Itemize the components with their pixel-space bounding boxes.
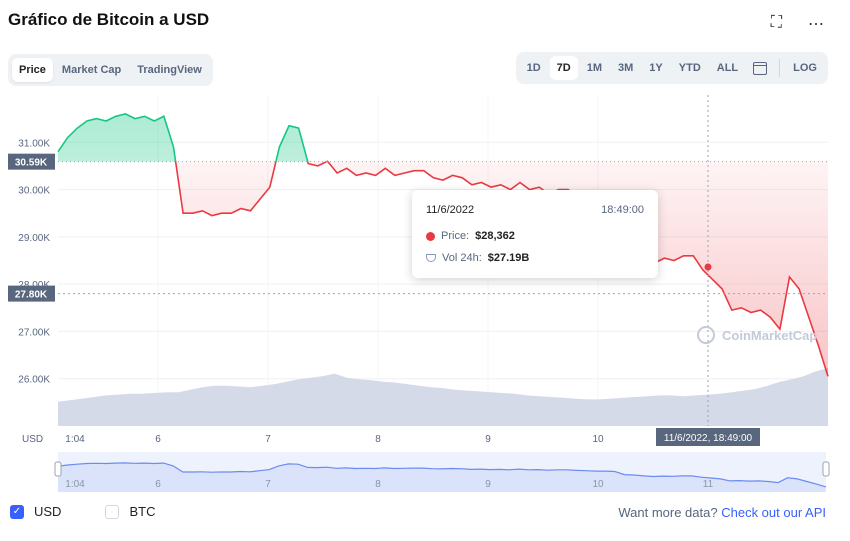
divider [779, 59, 781, 77]
range-tabs: 1D 7D 1M 3M 1Y YTD ALL LOG [515, 52, 828, 84]
navigator-right-handle[interactable] [822, 461, 830, 477]
x-tick-label: 7 [265, 434, 271, 445]
btc-checkbox[interactable] [105, 504, 120, 519]
watermark-text: CoinMarketCap [722, 328, 817, 343]
cursor-badge [8, 285, 55, 302]
tooltip-vol-value: $27.19B [487, 252, 530, 264]
y-tick-label: 29.00K [18, 233, 50, 244]
expand-icon[interactable]: ⛶ [770, 14, 782, 31]
y-tick-label: 30.00K [18, 186, 50, 197]
navigator-tick-label: 11 [703, 479, 714, 490]
x-tick-label: 1:04 [65, 434, 85, 445]
usd-label: USD [34, 504, 62, 519]
price-line-down [174, 161, 829, 377]
btc-label: BTC [129, 504, 156, 519]
range-1m[interactable]: 1M [586, 62, 603, 74]
view-tabs: Price Market Cap TradingView [8, 54, 213, 86]
price-area-up [58, 113, 328, 162]
range-1y[interactable]: 1Y [649, 62, 663, 74]
tab-tradingview[interactable]: TradingView [137, 64, 202, 76]
navigator-line [57, 462, 827, 488]
more-icon[interactable]: ⋯ [808, 16, 824, 33]
tooltip-price-value: $28,362 [475, 230, 515, 242]
page-title: Gráfico de Bitcoin a USD [8, 10, 210, 29]
range-1d[interactable]: 1D [526, 62, 541, 74]
api-link[interactable]: Check out our API [721, 505, 826, 520]
crosshair-label: 11/6/2022, 18:49:00 [664, 433, 753, 444]
navigator-tick-label: 6 [155, 479, 161, 490]
x-tick-label: 6 [155, 434, 161, 445]
navigator-left-handle[interactable] [54, 461, 62, 477]
currency-label: USD [22, 434, 43, 445]
calendar-icon[interactable] [753, 61, 768, 75]
navigator-tick-label: 8 [375, 479, 381, 490]
usd-checkbox[interactable]: ✓ [10, 504, 24, 519]
y-tick-label: 31.00K [18, 138, 50, 149]
range-3m[interactable]: 3M [618, 62, 634, 74]
tab-price[interactable]: Price [12, 58, 53, 82]
price-dot-icon [426, 231, 435, 241]
navigator-tick-label: 9 [485, 479, 491, 490]
navigator-tick-label: 10 [592, 479, 604, 490]
log-toggle[interactable]: LOG [793, 62, 817, 74]
y-tick-label: 26.00K [18, 375, 50, 386]
navigator-tick-label: 7 [265, 479, 271, 490]
x-tick-label: 9 [485, 434, 491, 445]
volume-area [58, 368, 828, 426]
y-tick-label: 27.00K [18, 327, 50, 338]
navigator-area [58, 462, 826, 492]
tooltip-date: 11/6/2022 [426, 204, 475, 216]
x-tick-label: 8 [375, 434, 381, 445]
tooltip-vol-label: Vol 24h: [442, 252, 482, 264]
range-all[interactable]: ALL [716, 62, 739, 74]
reference-badge [8, 153, 55, 170]
reference-label: 30.59K [15, 158, 48, 169]
tooltip-time: 18:49:00 [601, 204, 644, 216]
cursor-dot [704, 263, 712, 271]
cursor-label: 27.80K [15, 290, 48, 301]
navigator-tick-label: 1:04 [65, 479, 85, 490]
crosshair-badge [656, 428, 760, 446]
volume-icon [426, 254, 436, 262]
range-ytd[interactable]: YTD [678, 62, 701, 74]
tooltip-price-label: Price: [441, 230, 470, 242]
more-data-text: Want more data? [618, 505, 718, 520]
range-7d[interactable]: 7D [549, 56, 578, 80]
price-tooltip: 11/6/2022 18:49:00 Price: $28,362 Vol 24… [412, 190, 658, 278]
tab-market-cap[interactable]: Market Cap [61, 64, 122, 76]
watermark-logo-icon [697, 326, 715, 344]
x-tick-label: 10 [592, 434, 604, 445]
